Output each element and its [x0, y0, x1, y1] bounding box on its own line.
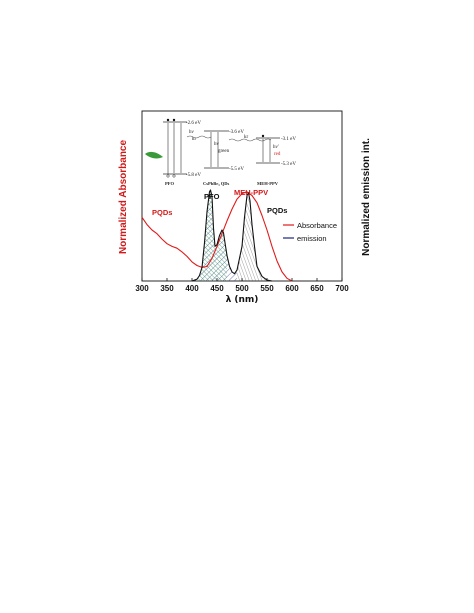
transfer-kr-label: kr [244, 135, 249, 140]
energy-diagram-inset: -2.6 eV -5.8 eV hν kr PFO -3.6 eV -5.5 e… [145, 118, 296, 186]
pqds-emission-label: PQDs [267, 206, 287, 215]
x-tick-label: 500 [235, 284, 249, 293]
transfer-wave-1 [186, 135, 212, 139]
pfo-peak-label: PFO [204, 192, 220, 201]
x-tick-label: 550 [260, 284, 274, 293]
left-axis-label: Normalized Absorbance [118, 140, 129, 255]
pqds-absorbance-label: PQDs [152, 208, 172, 217]
legend: Absorbance emission [283, 221, 337, 243]
x-tick-label: 300 [135, 284, 149, 293]
meh-ppv-label: MEH-PPV [234, 188, 268, 197]
meh-material-label: MEH-PPV [257, 181, 279, 186]
meh-electron [261, 134, 265, 138]
pfo-electron-1 [166, 118, 170, 122]
leaf-icon [145, 151, 163, 159]
pfo-electron-2 [172, 118, 176, 122]
x-axis-ticks: 300 350 400 450 500 550 600 650 700 [135, 278, 349, 293]
inset-kr-label: kr [192, 137, 197, 142]
qd-cb-label: -3.6 eV [229, 130, 244, 135]
x-tick-label: 650 [310, 284, 324, 293]
qd-emission-area [192, 190, 227, 281]
qd-hv-label: hν [214, 142, 220, 147]
transfer-wave-2 [228, 138, 272, 142]
meh-hv-label: hν' [273, 145, 279, 150]
x-tick-label: 400 [185, 284, 199, 293]
x-tick-label: 600 [285, 284, 299, 293]
meh-red-label: red [274, 152, 281, 157]
x-tick-label: 700 [335, 284, 349, 293]
pfo-material-label: PFO [165, 181, 174, 186]
pfo-homo-label: -5.8 eV [186, 173, 201, 178]
legend-absorbance-label: Absorbance [297, 221, 337, 230]
meh-homo-label: -5.3 eV [281, 162, 296, 167]
right-axis-label: Normalized emission int. [361, 138, 372, 256]
x-axis-label: λ (nm) [226, 295, 259, 305]
pfo-hole-2 [172, 174, 176, 178]
x-tick-label: 450 [210, 284, 224, 293]
qd-material-label: CsPbBr₃ QDs [203, 181, 229, 186]
inset-hv-label: hν [189, 130, 195, 135]
pfo-lumo-label: -2.6 eV [186, 121, 201, 126]
pfo-hole-1 [166, 174, 170, 178]
qd-vb-label: -5.5 eV [229, 167, 244, 172]
emission-curve [191, 189, 273, 282]
spectra-curves [141, 189, 293, 282]
meh-lumo-label: -3.1 eV [281, 137, 296, 142]
meh-emission-area [237, 192, 272, 281]
legend-emission-label: emission [297, 234, 327, 243]
qd-green-label: green [218, 149, 230, 154]
x-tick-label: 350 [160, 284, 174, 293]
